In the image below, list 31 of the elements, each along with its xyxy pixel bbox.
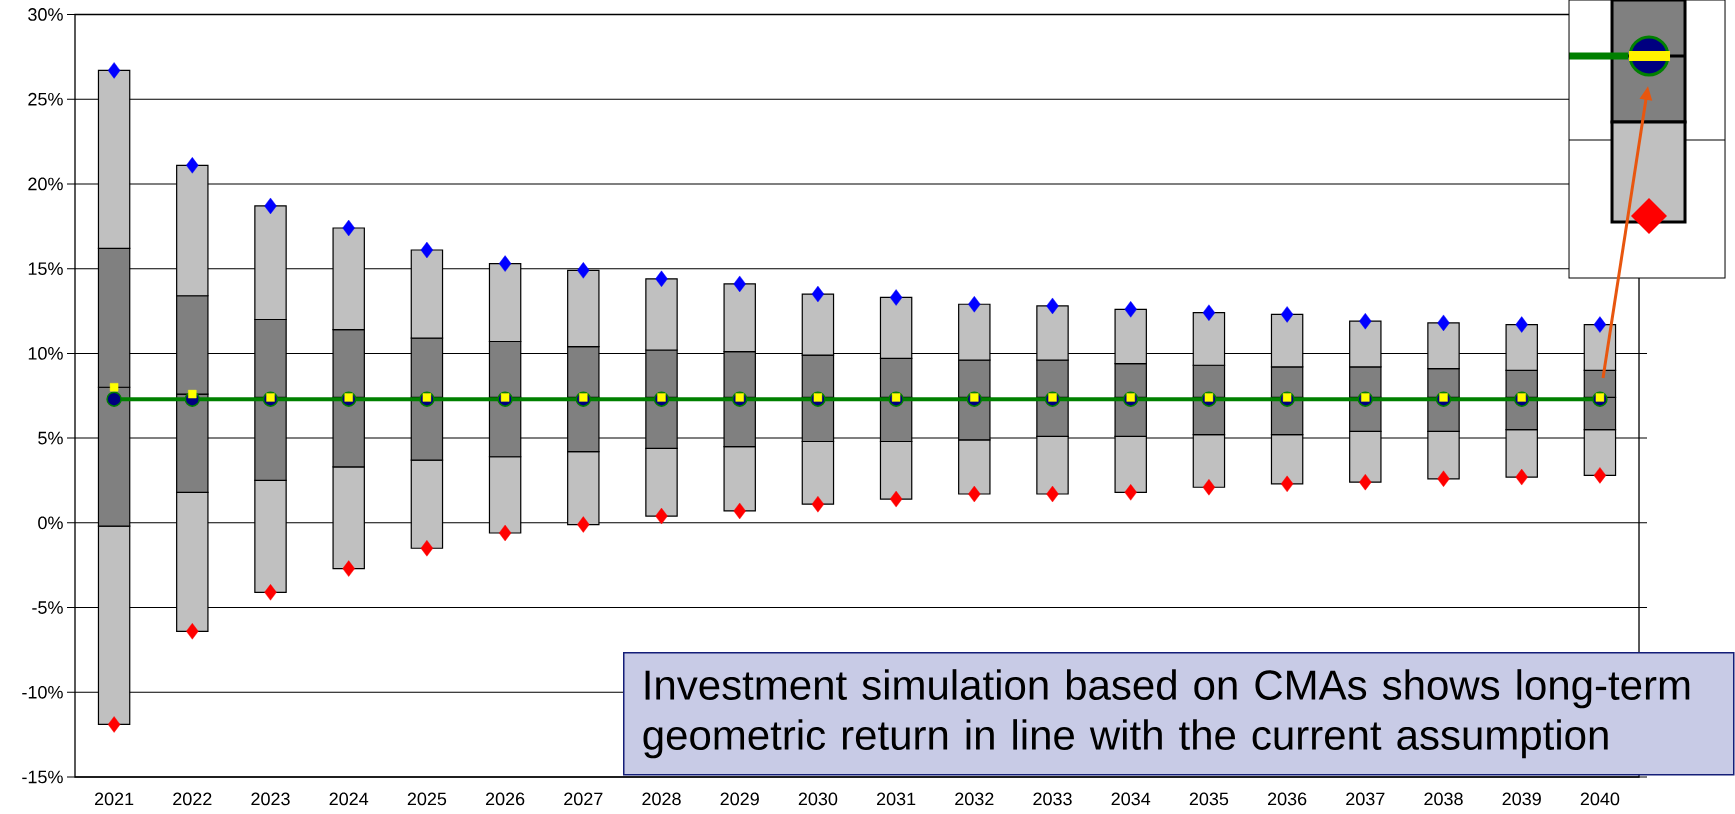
x-tick-label: 2037 <box>1346 792 1385 806</box>
x-tick-label: 2029 <box>720 792 759 806</box>
y-tick-label: 0% <box>38 516 63 530</box>
y-tick-label: -10% <box>22 685 63 699</box>
x-tick-label: 2039 <box>1502 792 1541 806</box>
x-tick-label: 2021 <box>94 792 134 806</box>
y-tick-label: 15% <box>28 262 63 275</box>
x-tick-label: 2035 <box>1189 792 1229 806</box>
x-tick-label: 2025 <box>407 792 447 806</box>
y-tick-label: -5% <box>32 601 63 614</box>
x-tick-label: 2030 <box>798 792 838 806</box>
x-tick-label: 2034 <box>1111 792 1151 806</box>
y-tick-label: 5% <box>38 431 63 445</box>
x-tick-label: 2032 <box>955 792 994 806</box>
x-tick-label: 2023 <box>251 792 290 806</box>
y-tick-label: 10% <box>28 347 63 360</box>
x-tick-label: 2031 <box>877 792 916 806</box>
y-tick-label: -15% <box>22 770 63 784</box>
x-tick-label: 2036 <box>1268 792 1307 806</box>
annotation: Investment simulation based on CMAs shows long-term geometric return in line with the current assumption <box>643 669 1690 759</box>
x-tick-label: 2022 <box>173 792 212 806</box>
x-tick-label: 2028 <box>642 792 681 806</box>
x-tick-label: 2040 <box>1580 792 1620 806</box>
x-tick-label: 2024 <box>329 792 369 806</box>
y-tick-label: 25% <box>28 92 63 106</box>
x-tick-label: 2038 <box>1424 792 1463 806</box>
y-tick-label: 30% <box>28 8 63 21</box>
x-tick-label: 2027 <box>564 792 603 806</box>
x-tick-label: 2026 <box>485 792 525 806</box>
y-tick-label: 20% <box>28 177 63 191</box>
x-tick-label: 2033 <box>1033 792 1072 806</box>
